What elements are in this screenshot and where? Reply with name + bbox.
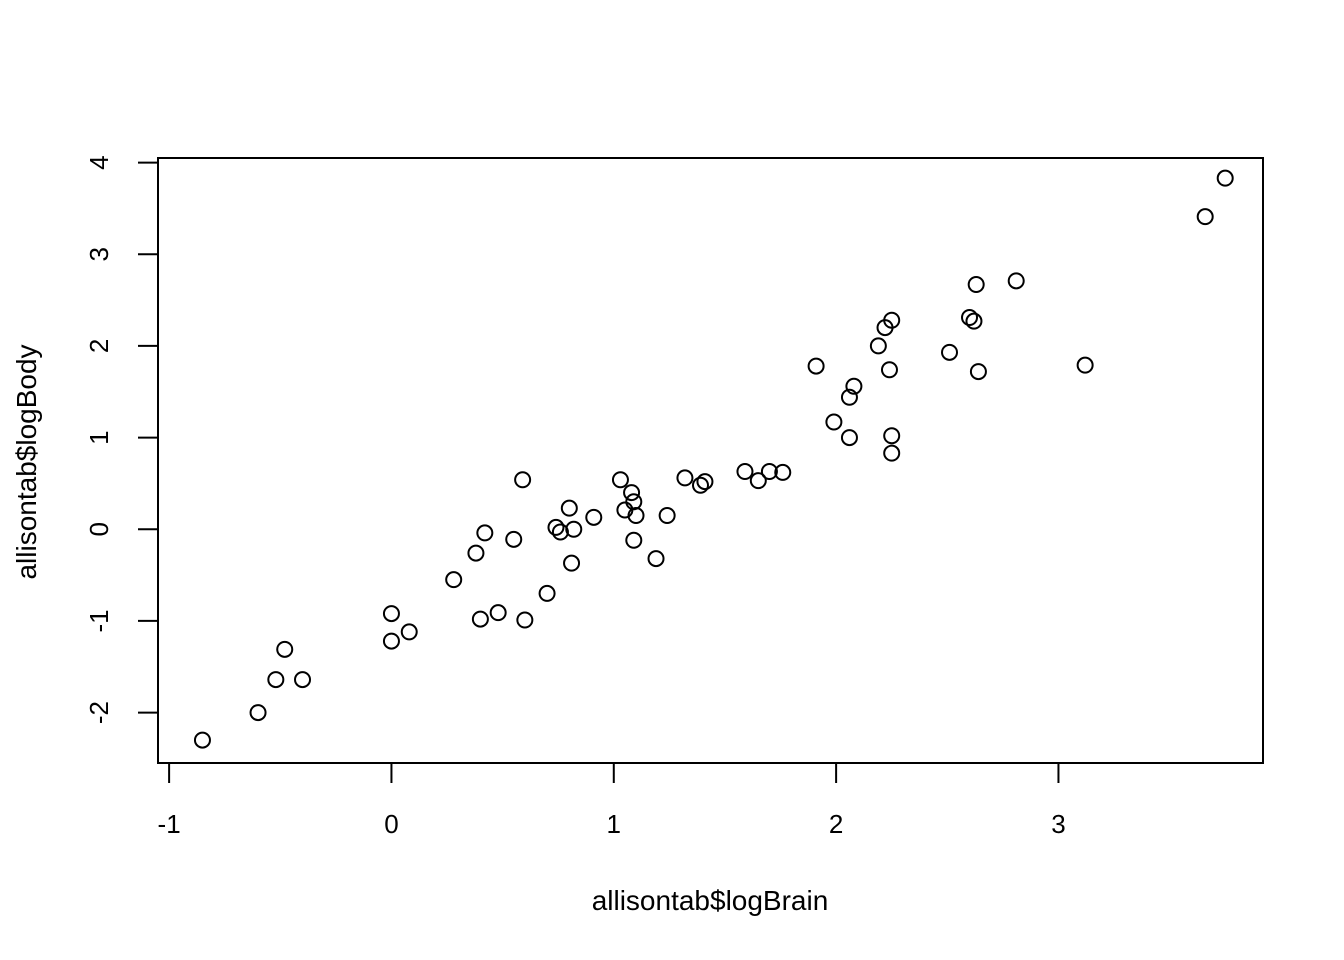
- data-point: [1196, 208, 1214, 226]
- data-point: [825, 413, 843, 431]
- data-point: [1007, 272, 1025, 290]
- y-tick-label: 4: [84, 155, 114, 169]
- data-point: [883, 444, 901, 462]
- y-tick-label: 3: [84, 247, 114, 261]
- data-point: [840, 429, 858, 447]
- x-tick-label: 2: [829, 809, 843, 839]
- data-point: [294, 671, 312, 689]
- y-tick-label: 0: [84, 522, 114, 536]
- data-point: [585, 508, 603, 526]
- data-point: [880, 361, 898, 379]
- data-point: [961, 309, 979, 326]
- data-point: [965, 312, 983, 330]
- data-point: [941, 343, 959, 361]
- data-point: [551, 523, 569, 541]
- data-point: [276, 640, 294, 658]
- y-axis: -2 -1 0 1 2 3 4: [84, 155, 159, 724]
- data-point: [969, 363, 987, 381]
- data-point: [845, 377, 863, 395]
- data-points: [193, 169, 1234, 749]
- data-point: [658, 507, 676, 524]
- data-point: [267, 671, 285, 689]
- data-point: [774, 463, 792, 481]
- data-point: [382, 632, 400, 650]
- data-point: [193, 731, 211, 749]
- data-point: [869, 337, 887, 355]
- data-point: [691, 476, 709, 494]
- y-tick-label: 2: [84, 339, 114, 353]
- data-point: [516, 611, 534, 629]
- x-tick-label: 1: [607, 809, 621, 839]
- data-point: [467, 544, 485, 562]
- y-tick-label: -2: [84, 701, 114, 724]
- data-point: [647, 550, 665, 568]
- data-point: [736, 463, 754, 480]
- data-point: [445, 571, 463, 589]
- data-point: [560, 499, 578, 517]
- data-point: [538, 584, 556, 602]
- data-point: [1216, 169, 1234, 187]
- data-point: [760, 463, 778, 480]
- data-point: [883, 311, 901, 329]
- data-point: [676, 469, 694, 487]
- data-point: [476, 524, 494, 542]
- data-point: [249, 704, 267, 722]
- y-tick-label: 1: [84, 430, 114, 444]
- data-point: [611, 471, 629, 489]
- data-point: [883, 427, 901, 445]
- x-tick-label: -1: [158, 809, 181, 839]
- data-point: [696, 473, 714, 491]
- data-point: [489, 604, 507, 622]
- x-axis-title: allisontab$logBrain: [592, 885, 829, 916]
- data-point: [400, 623, 418, 641]
- data-point: [471, 610, 489, 628]
- data-point: [807, 357, 825, 375]
- data-point: [1076, 356, 1094, 374]
- x-tick-label: 3: [1051, 809, 1065, 839]
- data-point: [627, 507, 645, 524]
- data-point: [514, 471, 532, 489]
- y-tick-label: -1: [84, 609, 114, 632]
- data-point: [563, 554, 581, 572]
- data-point: [749, 472, 767, 490]
- data-point: [547, 518, 565, 536]
- data-point: [623, 484, 641, 502]
- data-point: [840, 388, 858, 406]
- x-axis: -1 0 1 2 3: [158, 762, 1066, 839]
- data-point: [565, 520, 583, 538]
- data-point: [382, 605, 400, 623]
- data-point: [967, 276, 985, 293]
- y-axis-title: allisontab$logBody: [11, 344, 42, 579]
- x-tick-label: 0: [384, 809, 398, 839]
- data-point: [625, 531, 643, 549]
- data-point: [505, 530, 523, 548]
